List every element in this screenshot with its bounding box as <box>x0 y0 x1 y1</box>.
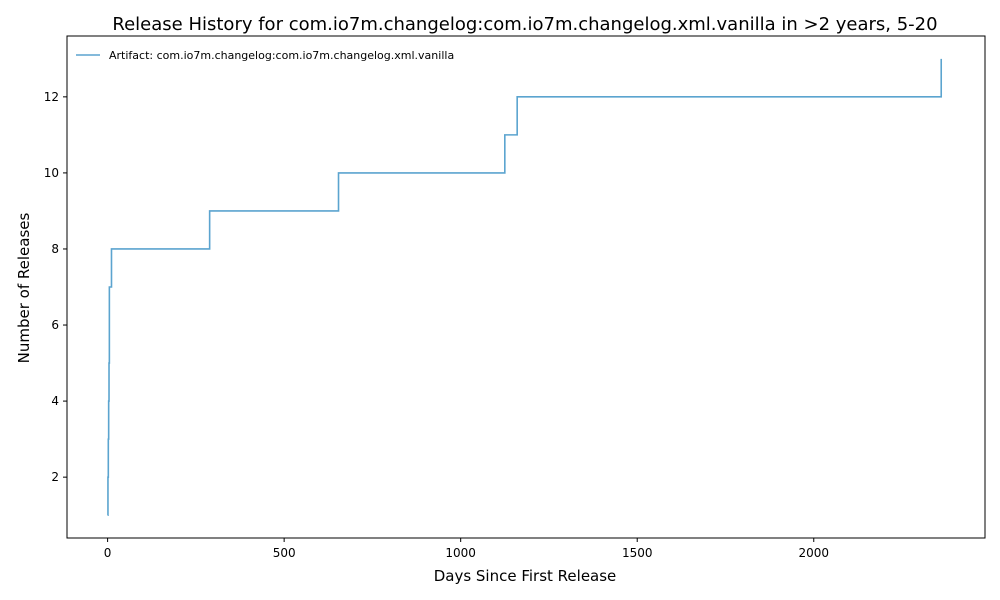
y-axis-label: Number of Releases <box>15 212 33 363</box>
plot-area <box>66 35 986 539</box>
chart-title: Release History for com.io7m.changelog:c… <box>112 14 937 35</box>
x-tick-label: 1500 <box>622 546 653 560</box>
legend: Artifact: com.io7m.changelog:com.io7m.ch… <box>76 49 454 62</box>
x-axis-label: Days Since First Release <box>434 567 617 585</box>
x-axis-ticks: 0 500 1000 1500 2000 <box>104 538 829 560</box>
x-tick-label: 500 <box>273 546 296 560</box>
y-tick-label: 10 <box>44 166 59 180</box>
series-line <box>107 58 943 516</box>
y-tick-label: 8 <box>51 242 59 256</box>
y-tick-label: 2 <box>51 470 59 484</box>
y-tick-label: 6 <box>51 318 59 332</box>
x-tick-label: 2000 <box>798 546 829 560</box>
x-tick-label: 0 <box>104 546 112 560</box>
y-tick-label: 4 <box>51 394 59 408</box>
series-layer <box>107 58 943 516</box>
y-axis-ticks: 2 4 6 8 10 12 <box>44 90 67 484</box>
y-tick-label: 12 <box>44 90 59 104</box>
legend-label: Artifact: com.io7m.changelog:com.io7m.ch… <box>109 49 454 62</box>
x-tick-label: 1000 <box>445 546 476 560</box>
